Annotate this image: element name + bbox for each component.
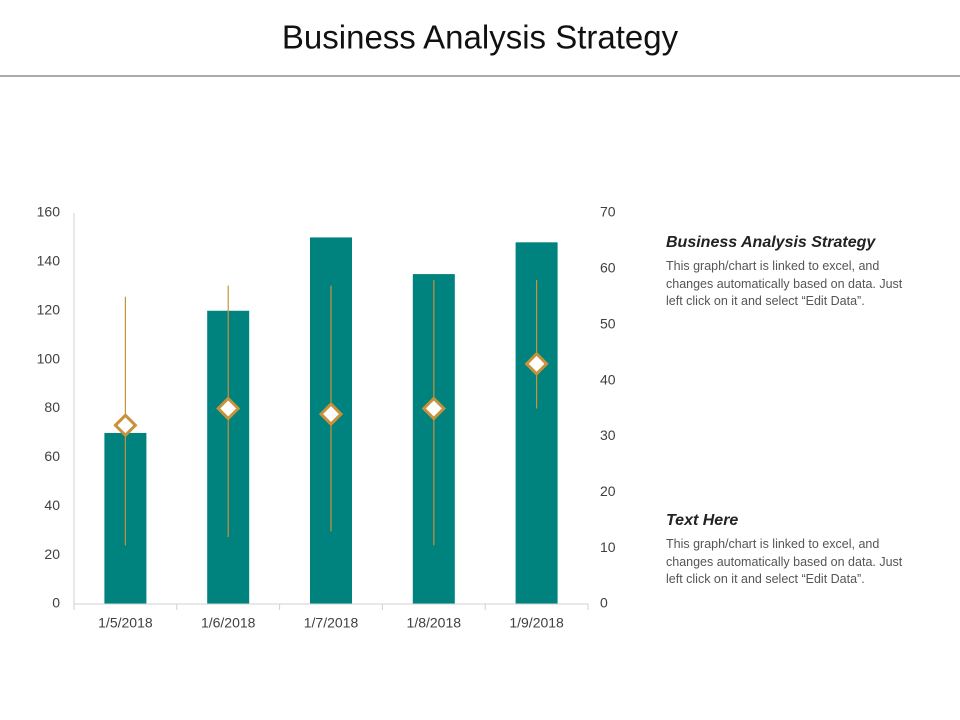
y-tick-label: 100 <box>37 350 61 366</box>
slide-title: Business Analysis Strategy <box>282 19 679 56</box>
y2-tick-label: 0 <box>600 595 608 611</box>
x-tick-label: 1/6/2018 <box>201 615 256 631</box>
y-tick-label: 40 <box>44 497 60 513</box>
note-body: This graph/chart is linked to excel, and… <box>666 259 903 308</box>
y-tick-label: 60 <box>44 448 60 464</box>
y-tick-label: 120 <box>37 301 61 317</box>
y2-tick-label: 70 <box>600 204 616 220</box>
marker <box>216 396 241 421</box>
x-tick-label: 1/9/2018 <box>509 615 564 631</box>
y-tick-label: 20 <box>44 546 60 562</box>
y2-tick-label: 50 <box>600 315 616 331</box>
y-tick-label: 140 <box>37 253 61 269</box>
note-heading: Text Here <box>666 512 739 529</box>
marker <box>113 413 138 438</box>
note: Business Analysis Strategy This graph/ch… <box>666 234 916 311</box>
x-tick-label: 1/8/2018 <box>407 615 462 631</box>
y2-tick-label: 30 <box>600 427 616 443</box>
note: Text Here This graph/chart is linked to … <box>666 512 916 589</box>
note-heading: Business Analysis Strategy <box>666 234 876 251</box>
y-tick-label: 80 <box>44 399 60 415</box>
y-tick-label: 0 <box>52 595 60 611</box>
note-body: This graph/chart is linked to excel, and… <box>666 537 903 586</box>
marker <box>318 401 344 427</box>
x-tick-label: 1/5/2018 <box>98 615 153 631</box>
marker <box>524 351 549 376</box>
y2-tick-label: 40 <box>600 371 616 387</box>
y2-tick-label: 10 <box>600 539 616 555</box>
marker <box>421 396 446 421</box>
y2-tick-label: 60 <box>600 260 616 276</box>
y-tick-label: 160 <box>37 204 61 220</box>
x-tick-label: 1/7/2018 <box>304 615 359 631</box>
y2-tick-label: 20 <box>600 483 616 499</box>
